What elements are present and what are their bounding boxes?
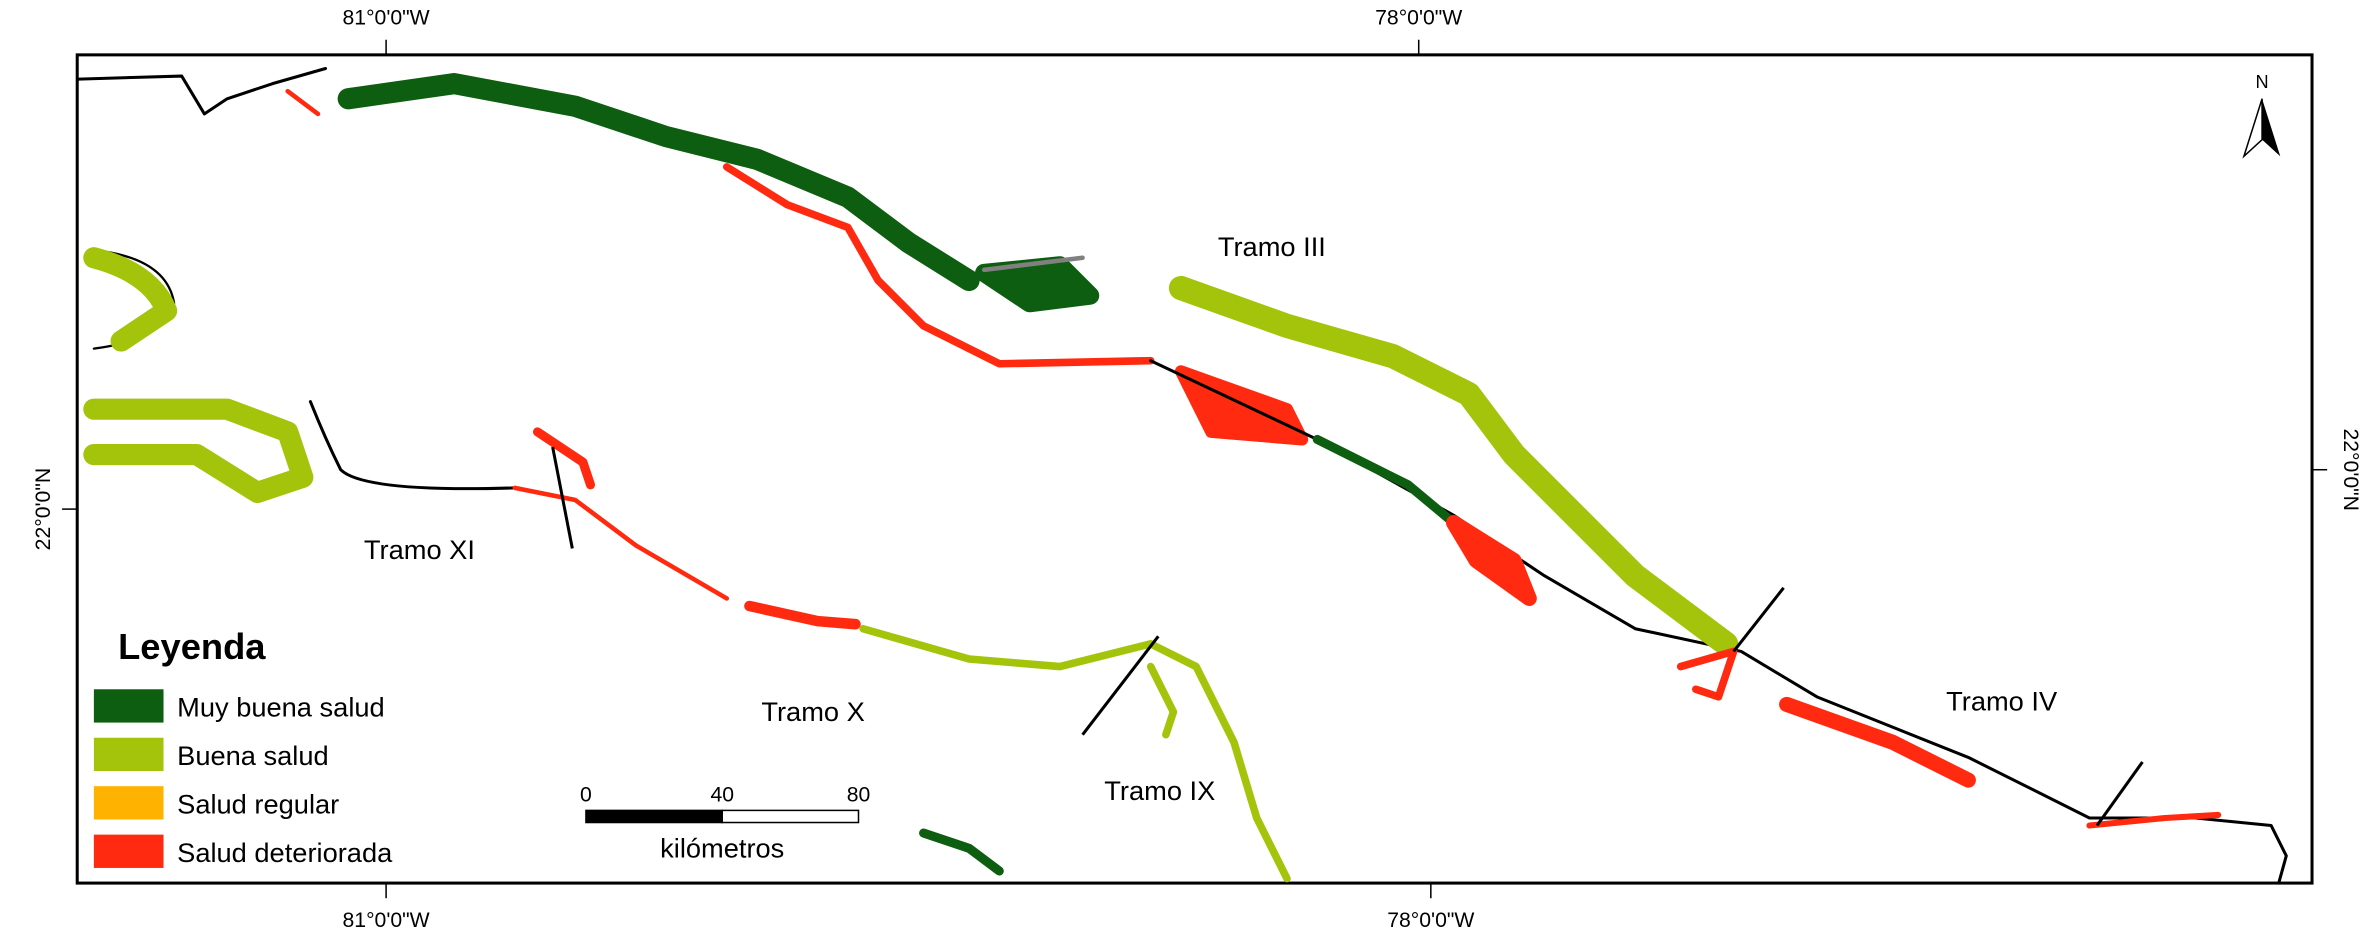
legend-swatch (93, 834, 164, 868)
section-label: Tramo IX (1104, 775, 1215, 806)
section-label: Tramo X (761, 696, 864, 727)
scale-bar: 0 40 80 kilómetros (580, 783, 870, 863)
graticule-ticks (62, 39, 2328, 899)
section-label: Tramo IV (1946, 685, 2058, 716)
legend-swatch (93, 737, 164, 772)
coord-label: 78°0'0"W (1375, 7, 1462, 30)
coord-label: 81°0'0"W (343, 7, 430, 30)
legend-label: Salud deteriorada (177, 837, 393, 868)
legend-swatch (93, 689, 164, 723)
coord-label: 22°0'0"N (2339, 428, 2362, 510)
section-label: Tramo III (1218, 231, 1326, 262)
legend: Leyenda Muy buena salud Buena salud Salud … (93, 626, 393, 868)
legend-label: Buena salud (177, 740, 329, 771)
coord-label: 81°0'0"W (343, 909, 430, 932)
legend-label: Salud regular (177, 788, 339, 819)
scale-tick: 80 (847, 783, 871, 806)
scale-tick: 40 (710, 783, 734, 806)
section-dividers (551, 446, 2144, 827)
scale-unit: kilómetros (660, 832, 784, 863)
coord-label: 22°0'0"N (32, 468, 55, 550)
map-frame (75, 53, 2314, 885)
scale-tick: 0 (580, 783, 592, 806)
section-label: Tramo XI (364, 534, 475, 565)
legend-label: Muy buena salud (177, 692, 385, 723)
north-label: N (2256, 72, 2269, 92)
legend-swatch (93, 786, 164, 820)
coord-label: 78°0'0"W (1387, 909, 1474, 932)
legend-title: Leyenda (118, 626, 266, 667)
coast-features (77, 66, 2288, 885)
